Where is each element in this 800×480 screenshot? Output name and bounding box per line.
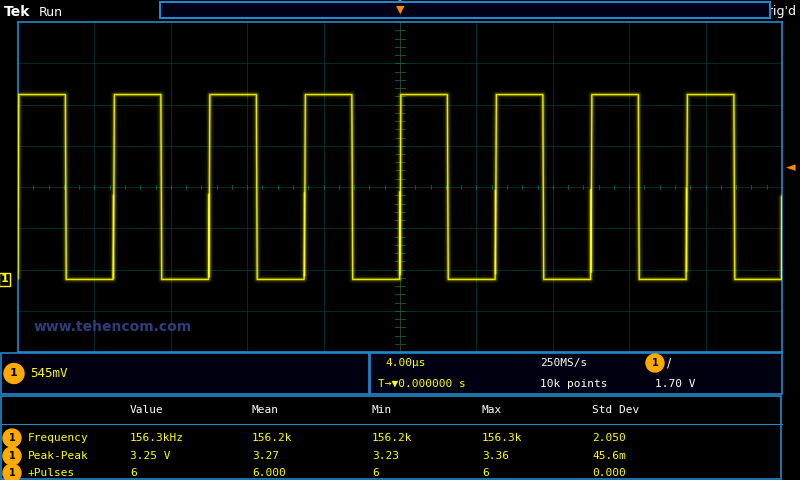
Text: 6: 6 xyxy=(130,468,137,478)
Text: 1: 1 xyxy=(9,451,15,461)
Circle shape xyxy=(3,464,21,480)
Text: +Pulses: +Pulses xyxy=(28,468,75,478)
Text: ◄: ◄ xyxy=(786,161,795,174)
Text: ▼: ▼ xyxy=(396,5,404,15)
FancyBboxPatch shape xyxy=(1,353,369,394)
Text: T→▼0.000000 s: T→▼0.000000 s xyxy=(378,379,466,389)
Text: Std Dev: Std Dev xyxy=(592,405,639,415)
Text: Peak-Peak: Peak-Peak xyxy=(28,451,89,461)
Text: 1: 1 xyxy=(9,468,15,478)
Text: /: / xyxy=(667,357,671,370)
Text: 1.70 V: 1.70 V xyxy=(655,379,695,389)
Text: Tek: Tek xyxy=(4,5,30,19)
Circle shape xyxy=(646,354,664,372)
Text: 156.3kHz: 156.3kHz xyxy=(130,433,184,443)
Circle shape xyxy=(3,429,21,447)
Circle shape xyxy=(3,447,21,465)
Text: 156.3k: 156.3k xyxy=(482,433,522,443)
Text: 6.000: 6.000 xyxy=(252,468,286,478)
Text: 2.050: 2.050 xyxy=(592,433,626,443)
Circle shape xyxy=(4,363,24,384)
Text: 545mV: 545mV xyxy=(30,367,67,380)
Text: T: T xyxy=(396,7,404,20)
Text: 1: 1 xyxy=(9,433,15,443)
Text: 3.23: 3.23 xyxy=(372,451,399,461)
FancyBboxPatch shape xyxy=(1,396,781,479)
Text: Run: Run xyxy=(38,5,62,19)
Text: 156.2k: 156.2k xyxy=(252,433,293,443)
Text: 3.27: 3.27 xyxy=(252,451,279,461)
Text: 1: 1 xyxy=(1,275,9,284)
Text: Frequency: Frequency xyxy=(28,433,89,443)
Text: Mean: Mean xyxy=(252,405,279,415)
Text: 4.00μs: 4.00μs xyxy=(385,358,426,368)
Text: 6: 6 xyxy=(372,468,378,478)
Text: 1: 1 xyxy=(652,358,658,368)
Text: Trig'd: Trig'd xyxy=(762,5,796,19)
Text: 0.000: 0.000 xyxy=(592,468,626,478)
Text: 250MS/s: 250MS/s xyxy=(540,358,587,368)
Text: Max: Max xyxy=(482,405,502,415)
Text: www.tehencom.com: www.tehencom.com xyxy=(34,320,191,334)
Text: 3.36: 3.36 xyxy=(482,451,509,461)
Text: Value: Value xyxy=(130,405,164,415)
Text: 1: 1 xyxy=(10,369,18,379)
Text: 10k points: 10k points xyxy=(540,379,607,389)
Text: 45.6m: 45.6m xyxy=(592,451,626,461)
Text: 156.2k: 156.2k xyxy=(372,433,413,443)
FancyBboxPatch shape xyxy=(370,353,782,394)
Text: 3.25 V: 3.25 V xyxy=(130,451,170,461)
Text: 6: 6 xyxy=(482,468,489,478)
Text: Min: Min xyxy=(372,405,392,415)
